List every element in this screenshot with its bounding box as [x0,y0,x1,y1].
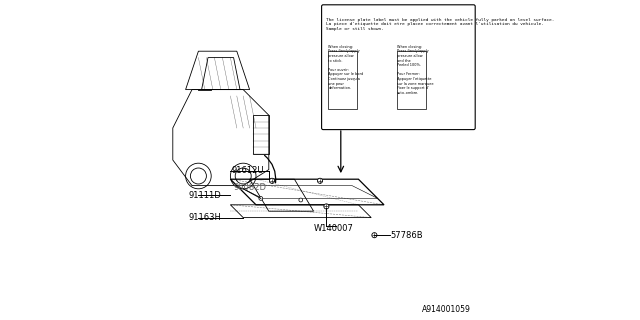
Text: 91111D: 91111D [189,191,221,200]
Circle shape [299,198,303,202]
Text: 91612U: 91612U [232,166,264,175]
Circle shape [372,233,377,238]
Text: The license plate label must be applied with the vehicle fully parked on level s: The license plate label must be applied … [326,18,555,31]
Circle shape [259,196,263,200]
Text: When closing:
Press firmly/apply
pressure allow
and the
Peeled 100%.

Pour Ferme: When closing: Press firmly/apply pressur… [397,45,434,95]
Text: When closing:
Press firmly/apply
pressure allow
to stick.

Pour ouvrir:
Appuyer : When closing: Press firmly/apply pressur… [328,45,364,90]
Circle shape [324,204,329,209]
Bar [397,51,426,109]
Bar [328,51,357,109]
Text: 57786B: 57786B [390,231,423,240]
Text: A914001059: A914001059 [422,305,470,314]
FancyBboxPatch shape [322,5,475,130]
Text: 91163H: 91163H [189,213,221,222]
Circle shape [269,178,275,183]
Text: 96082D: 96082D [234,183,267,192]
Circle shape [317,178,323,183]
Text: W140007: W140007 [314,224,353,233]
